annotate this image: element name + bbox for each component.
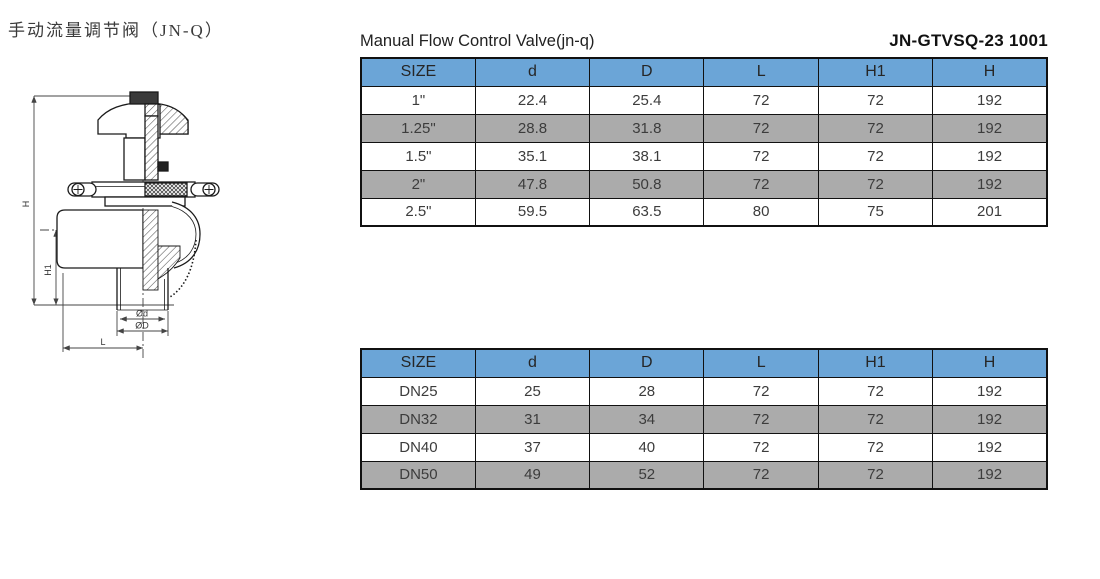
table-header-row: SIZE d D L H1 H bbox=[360, 57, 1048, 87]
table-row: 1.25" 28.8 31.8 72 72 192 bbox=[360, 113, 1048, 143]
column-header-size: SIZE bbox=[360, 348, 476, 378]
data-cell: 31 bbox=[474, 404, 591, 434]
column-header-d: d bbox=[474, 57, 591, 87]
data-cell: 72 bbox=[817, 85, 934, 115]
data-cell: 72 bbox=[817, 376, 934, 406]
dim-label-od-large: ØD bbox=[135, 321, 149, 331]
data-cell: 52 bbox=[589, 460, 705, 490]
valve-outline bbox=[56, 91, 220, 311]
dim-label-od-small: Ød bbox=[136, 309, 148, 319]
data-cell: 72 bbox=[817, 432, 934, 462]
data-cell: DN40 bbox=[360, 432, 476, 462]
data-cell: 50.8 bbox=[589, 169, 705, 199]
column-header-d: D bbox=[589, 348, 705, 378]
data-cell: 1.25" bbox=[360, 113, 476, 143]
data-cell: 192 bbox=[932, 376, 1048, 406]
data-cell: 2.5" bbox=[360, 197, 476, 227]
table-row: DN32 31 34 72 72 192 bbox=[360, 404, 1048, 434]
table-row: 1.5" 35.1 38.1 72 72 192 bbox=[360, 141, 1048, 171]
data-cell: 192 bbox=[932, 460, 1048, 490]
column-header-d: d bbox=[474, 348, 591, 378]
data-cell: 35.1 bbox=[474, 141, 591, 171]
data-cell: 192 bbox=[932, 85, 1048, 115]
dn-size-spec-table: SIZE d D L H1 H DN25 25 28 72 72 192 DN32 31 34 72 72 192… bbox=[360, 348, 1048, 490]
data-cell: 72 bbox=[817, 113, 934, 143]
data-cell: 1" bbox=[360, 85, 476, 115]
data-cell: 28 bbox=[589, 376, 705, 406]
column-header-l: L bbox=[703, 348, 819, 378]
data-cell: 72 bbox=[703, 460, 819, 490]
product-title-english: Manual Flow Control Valve(jn-q) bbox=[360, 32, 595, 50]
column-header-h: H bbox=[932, 348, 1048, 378]
data-cell: 80 bbox=[703, 197, 819, 227]
data-cell: 72 bbox=[703, 169, 819, 199]
data-cell: DN25 bbox=[360, 376, 476, 406]
data-cell: 72 bbox=[703, 85, 819, 115]
table-row: DN50 49 52 72 72 192 bbox=[360, 460, 1048, 490]
column-header-size: SIZE bbox=[360, 57, 476, 87]
data-cell: 72 bbox=[703, 432, 819, 462]
dim-label-h1: H1 bbox=[43, 264, 53, 276]
dim-label-h: H bbox=[21, 201, 31, 208]
data-cell: 192 bbox=[932, 113, 1048, 143]
data-cell: 38.1 bbox=[589, 141, 705, 171]
data-cell: 201 bbox=[932, 197, 1048, 227]
column-header-h: H bbox=[932, 57, 1048, 87]
dim-label-l: L bbox=[100, 337, 105, 347]
page-title-chinese: 手动流量调节阀（JN-Q） bbox=[8, 21, 224, 40]
data-cell: 72 bbox=[817, 169, 934, 199]
table-section-header: Manual Flow Control Valve(jn-q) JN-GTVSQ… bbox=[360, 31, 1048, 51]
column-header-l: L bbox=[703, 57, 819, 87]
data-cell: 40 bbox=[589, 432, 705, 462]
table-row: DN40 37 40 72 72 192 bbox=[360, 432, 1048, 462]
data-cell: 2" bbox=[360, 169, 476, 199]
column-header-h1: H1 bbox=[817, 348, 934, 378]
data-cell: 72 bbox=[703, 376, 819, 406]
data-cell: 31.8 bbox=[589, 113, 705, 143]
column-header-h1: H1 bbox=[817, 57, 934, 87]
data-cell: 72 bbox=[817, 141, 934, 171]
data-cell: 25.4 bbox=[589, 85, 705, 115]
data-cell: 72 bbox=[703, 404, 819, 434]
data-cell: 1.5" bbox=[360, 141, 476, 171]
data-cell: 192 bbox=[932, 169, 1048, 199]
data-cell: 47.8 bbox=[474, 169, 591, 199]
data-cell: 72 bbox=[703, 141, 819, 171]
data-cell: DN32 bbox=[360, 404, 476, 434]
data-cell: 25 bbox=[474, 376, 591, 406]
data-cell: 192 bbox=[932, 141, 1048, 171]
table-row: 1" 22.4 25.4 72 72 192 bbox=[360, 85, 1048, 115]
data-cell: DN50 bbox=[360, 460, 476, 490]
valve-cross-section-drawing: H H1 Ød ØD L bbox=[21, 91, 220, 358]
column-header-d: D bbox=[589, 57, 705, 87]
data-cell: 72 bbox=[703, 113, 819, 143]
data-cell: 34 bbox=[589, 404, 705, 434]
table-row: DN25 25 28 72 72 192 bbox=[360, 376, 1048, 406]
data-cell: 59.5 bbox=[474, 197, 591, 227]
data-cell: 22.4 bbox=[474, 85, 591, 115]
inch-size-spec-table: SIZE d D L H1 H 1" 22.4 25.4 72 72 192 1.25" 28.8 31.8… bbox=[360, 57, 1048, 227]
data-cell: 192 bbox=[932, 404, 1048, 434]
data-cell: 72 bbox=[817, 460, 934, 490]
data-cell: 192 bbox=[932, 432, 1048, 462]
data-cell: 72 bbox=[817, 404, 934, 434]
table-row: 2.5" 59.5 63.5 80 75 201 bbox=[360, 197, 1048, 227]
data-cell: 75 bbox=[817, 197, 934, 227]
data-cell: 63.5 bbox=[589, 197, 705, 227]
data-cell: 49 bbox=[474, 460, 591, 490]
table-row: 2" 47.8 50.8 72 72 192 bbox=[360, 169, 1048, 199]
data-cell: 37 bbox=[474, 432, 591, 462]
table-header-row: SIZE d D L H1 H bbox=[360, 348, 1048, 378]
data-cell: 28.8 bbox=[474, 113, 591, 143]
model-code: JN-GTVSQ-23 1001 bbox=[889, 31, 1048, 50]
